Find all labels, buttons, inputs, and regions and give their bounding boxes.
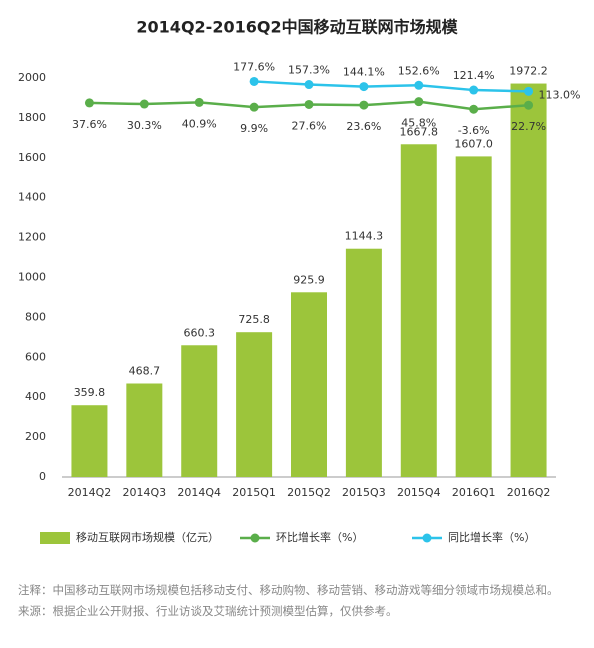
bar	[126, 383, 163, 477]
line-label: -3.6%	[458, 124, 490, 137]
x-tick-label: 2015Q3	[342, 486, 386, 499]
y-tick-label: 400	[25, 390, 46, 403]
line-point	[194, 97, 204, 107]
line-point	[304, 99, 314, 109]
source: 来源：根据企业公开财报、行业访谈及艾瑞统计预测模型估算，仅供参考。	[18, 604, 398, 618]
note: 注释：中国移动互联网市场规模包括移动支付、移动购物、移动营销、移动游戏等细分领域…	[18, 583, 559, 597]
bar	[236, 332, 273, 477]
legend-swatch	[40, 532, 70, 544]
bar-label: 1144.3	[345, 230, 384, 243]
line-point	[84, 98, 94, 108]
line-point	[139, 99, 149, 109]
bar	[181, 345, 218, 477]
line-point	[524, 86, 534, 96]
x-tick-label: 2014Q4	[177, 486, 221, 499]
x-tick-label: 2014Q2	[68, 486, 112, 499]
legend-label: 移动互联网市场规模（亿元）	[76, 530, 219, 544]
bar	[291, 292, 327, 477]
x-tick-label: 2016Q1	[452, 486, 496, 499]
bar	[345, 248, 382, 477]
y-tick-label: 200	[25, 430, 46, 443]
bar-label: 1607.0	[454, 137, 493, 150]
legend-swatch	[250, 533, 260, 543]
y-tick-label: 1000	[18, 271, 46, 284]
chart: 2014Q2-2016Q2中国移动互联网市场规模 0 200 400 600 800 10…	[18, 18, 581, 544]
y-tick-label: 1600	[18, 151, 46, 164]
x-tick-label: 2016Q2	[507, 486, 551, 499]
line-label: 27.6%	[292, 119, 327, 132]
line-point	[414, 80, 424, 90]
line-label: 121.4%	[453, 69, 495, 82]
bar	[400, 144, 437, 477]
bar	[455, 156, 492, 477]
line-point	[249, 102, 259, 112]
bar-label: 925.9	[293, 273, 325, 286]
legend-label: 同比增长率（%）	[448, 530, 535, 544]
line-point	[414, 97, 424, 107]
line-label: 157.3%	[288, 64, 330, 77]
line-point	[359, 100, 369, 110]
y-tick-label: 0	[39, 470, 46, 483]
line-label: 177.6%	[233, 60, 275, 73]
bar-label: 660.3	[183, 326, 215, 339]
x-tick-label: 2015Q1	[232, 486, 276, 499]
line-label: 37.6%	[72, 118, 107, 131]
x-tick-label: 2014Q3	[123, 486, 167, 499]
legend-label: 环比增长率（%）	[276, 530, 363, 544]
bar-label: 1972.2	[509, 65, 548, 78]
bar-label: 468.7	[129, 364, 161, 377]
x-tick-label: 2015Q2	[287, 486, 331, 499]
bar-label: 359.8	[74, 386, 106, 399]
line-label: 9.9%	[240, 122, 268, 135]
y-tick-label: 1400	[18, 191, 46, 204]
x-tick-label: 2015Q4	[397, 486, 441, 499]
line-label: 152.6%	[398, 64, 440, 77]
y-tick-label: 2000	[18, 71, 46, 84]
line-label: 30.3%	[127, 119, 162, 132]
y-tick-label: 1200	[18, 231, 46, 244]
line-label: 45.8%	[401, 117, 436, 130]
line-label: 113.0%	[539, 88, 581, 101]
line-label: 22.7%	[511, 120, 546, 133]
line	[254, 80, 529, 93]
bar-label: 725.8	[238, 313, 270, 326]
bar-label: 1667.8	[400, 125, 439, 138]
line-point	[304, 80, 314, 90]
bar	[71, 405, 108, 477]
legend-swatch	[422, 533, 432, 543]
y-tick-label: 600	[25, 350, 46, 363]
line-label: 144.1%	[343, 66, 385, 79]
line-point	[469, 104, 479, 114]
y-tick-label: 1800	[18, 111, 46, 124]
line-point	[249, 76, 259, 86]
line-label: 40.9%	[182, 117, 217, 130]
y-tick-label: 800	[25, 310, 46, 323]
bar	[510, 83, 547, 478]
chart-title: 2014Q2-2016Q2中国移动互联网市场规模	[136, 18, 458, 37]
line-point	[469, 85, 479, 95]
line-point	[359, 82, 369, 92]
notes: 注释：中国移动互联网市场规模包括移动支付、移动购物、移动营销、移动游戏等细分领域…	[18, 580, 578, 622]
line-label: 23.6%	[346, 120, 381, 133]
line-point	[524, 100, 534, 110]
